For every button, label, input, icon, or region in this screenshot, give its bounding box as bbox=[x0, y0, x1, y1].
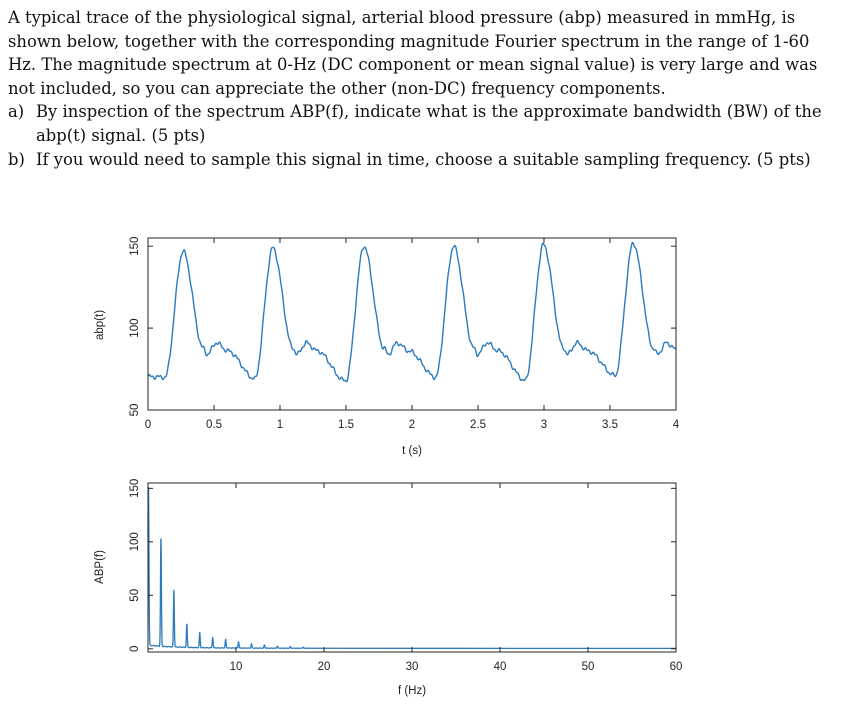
abp-xlabel: t (s) bbox=[402, 445, 422, 457]
abp-xtick-label: 1.5 bbox=[338, 419, 354, 431]
abp-ytick-label: 100 bbox=[129, 319, 141, 338]
question-b: b) If you would need to sample this sign… bbox=[8, 148, 838, 172]
abp-yticks: 50 100 150 bbox=[129, 237, 676, 417]
spectrum-yticks: 0 50 100 150 bbox=[129, 479, 676, 652]
abp-ytick-label: 50 bbox=[129, 404, 141, 417]
spectrum-ylabel: ABP(f) bbox=[94, 550, 106, 584]
spectrum-xtick-label: 10 bbox=[230, 661, 243, 673]
abp-ylabel: abp(t) bbox=[94, 310, 106, 340]
problem-intro: A typical trace of the physiological sig… bbox=[8, 8, 818, 98]
question-a-text: By inspection of the spectrum ABP(f), in… bbox=[36, 102, 822, 145]
spectrum-ytick-label: 150 bbox=[129, 479, 141, 498]
abp-line-group bbox=[147, 241, 677, 383]
spectrum-ytick-label: 50 bbox=[129, 589, 141, 602]
spectrum-xtick-label: 30 bbox=[406, 661, 419, 673]
abp-time-chart: 0 0.5 1 1.5 2 2.5 3 3.5 4 50 100 150 t (s) abp(t) bbox=[94, 237, 680, 457]
abp-xtick-label: 0.5 bbox=[206, 419, 222, 431]
spectrum-series-line bbox=[147, 486, 677, 650]
question-a: a) By inspection of the spectrum ABP(f),… bbox=[8, 100, 838, 147]
abp-xtick-label: 3.5 bbox=[602, 419, 618, 431]
spectrum-xtick-label: 60 bbox=[670, 661, 683, 673]
spectrum-xtick-label: 50 bbox=[582, 661, 595, 673]
question-a-label: a) bbox=[8, 102, 25, 122]
spectrum-xlabel: f (Hz) bbox=[398, 685, 426, 697]
abp-xtick-label: 0 bbox=[145, 419, 151, 431]
abp-ytick-label: 150 bbox=[129, 237, 141, 256]
abp-xticks: 0 0.5 1 1.5 2 2.5 3 3.5 4 bbox=[145, 238, 680, 431]
spectrum-ytick-label: 0 bbox=[129, 646, 141, 652]
spectrum-xtick-label: 20 bbox=[318, 661, 331, 673]
spectrum-line-group bbox=[147, 486, 677, 650]
abp-xtick-label: 4 bbox=[673, 419, 680, 431]
abp-spectrum-chart: 10 20 30 40 50 60 0 50 100 150 f (Hz) ABP(f) bbox=[94, 479, 682, 697]
question-b-text: If you would need to sample this signal … bbox=[36, 149, 811, 169]
problem-text: A typical trace of the physiological sig… bbox=[8, 6, 838, 171]
spectrum-xticks: 10 20 30 40 50 60 bbox=[230, 483, 683, 673]
abp-xtick-label: 2 bbox=[409, 419, 415, 431]
abp-axes-frame bbox=[147, 237, 677, 411]
spectrum-ytick-label: 100 bbox=[129, 532, 141, 551]
spectrum-axes-frame bbox=[147, 482, 677, 653]
abp-xtick-label: 2.5 bbox=[470, 419, 486, 431]
abp-series-line bbox=[147, 241, 677, 383]
abp-xtick-label: 3 bbox=[541, 419, 547, 431]
question-b-label: b) bbox=[8, 149, 25, 169]
spectrum-xtick-label: 40 bbox=[494, 661, 507, 673]
abp-xtick-label: 1 bbox=[277, 419, 283, 431]
